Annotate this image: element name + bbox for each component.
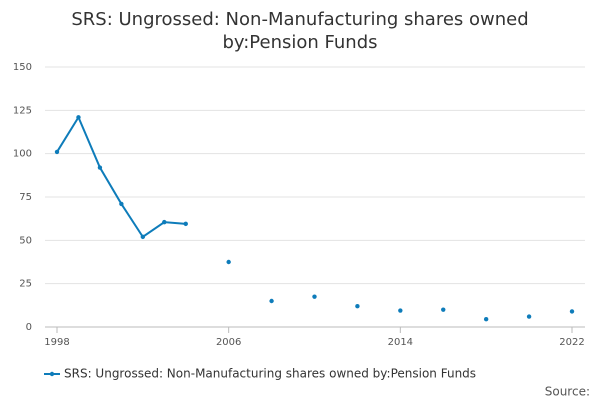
series-line	[56, 115, 186, 239]
x-tick-label: 1998	[44, 337, 69, 348]
point	[441, 307, 446, 312]
y-tick-label: 0	[26, 322, 32, 333]
x-tick-label: 2022	[559, 337, 584, 348]
y-tick-label: 125	[13, 105, 32, 116]
point	[119, 201, 124, 207]
legend-marker	[49, 371, 55, 377]
y-tick-label: 150	[13, 62, 32, 73]
point	[269, 298, 274, 304]
point	[162, 219, 167, 225]
x-tick-label: 2014	[388, 337, 413, 348]
point	[312, 294, 317, 299]
x-tick-label: 2006	[216, 337, 241, 348]
legend-label: SRS: Ungrossed: Non-Manufacturing shares…	[64, 367, 476, 381]
source: Source:	[545, 385, 590, 399]
point	[398, 308, 403, 313]
y-tick-label: 25	[19, 279, 32, 290]
point	[76, 115, 81, 120]
y-tick-label: 100	[13, 149, 32, 160]
y-tick-label: 50	[19, 235, 32, 246]
y-tick-label: 75	[19, 192, 32, 203]
point	[483, 317, 489, 322]
point	[97, 165, 103, 170]
point	[526, 314, 532, 319]
point	[183, 221, 188, 227]
point	[355, 304, 360, 309]
chart-title: SRS: Ungrossed: Non-Manufacturing shares…	[71, 9, 529, 53]
point	[140, 234, 146, 240]
point	[569, 309, 575, 314]
point	[226, 259, 231, 265]
point	[54, 149, 60, 155]
